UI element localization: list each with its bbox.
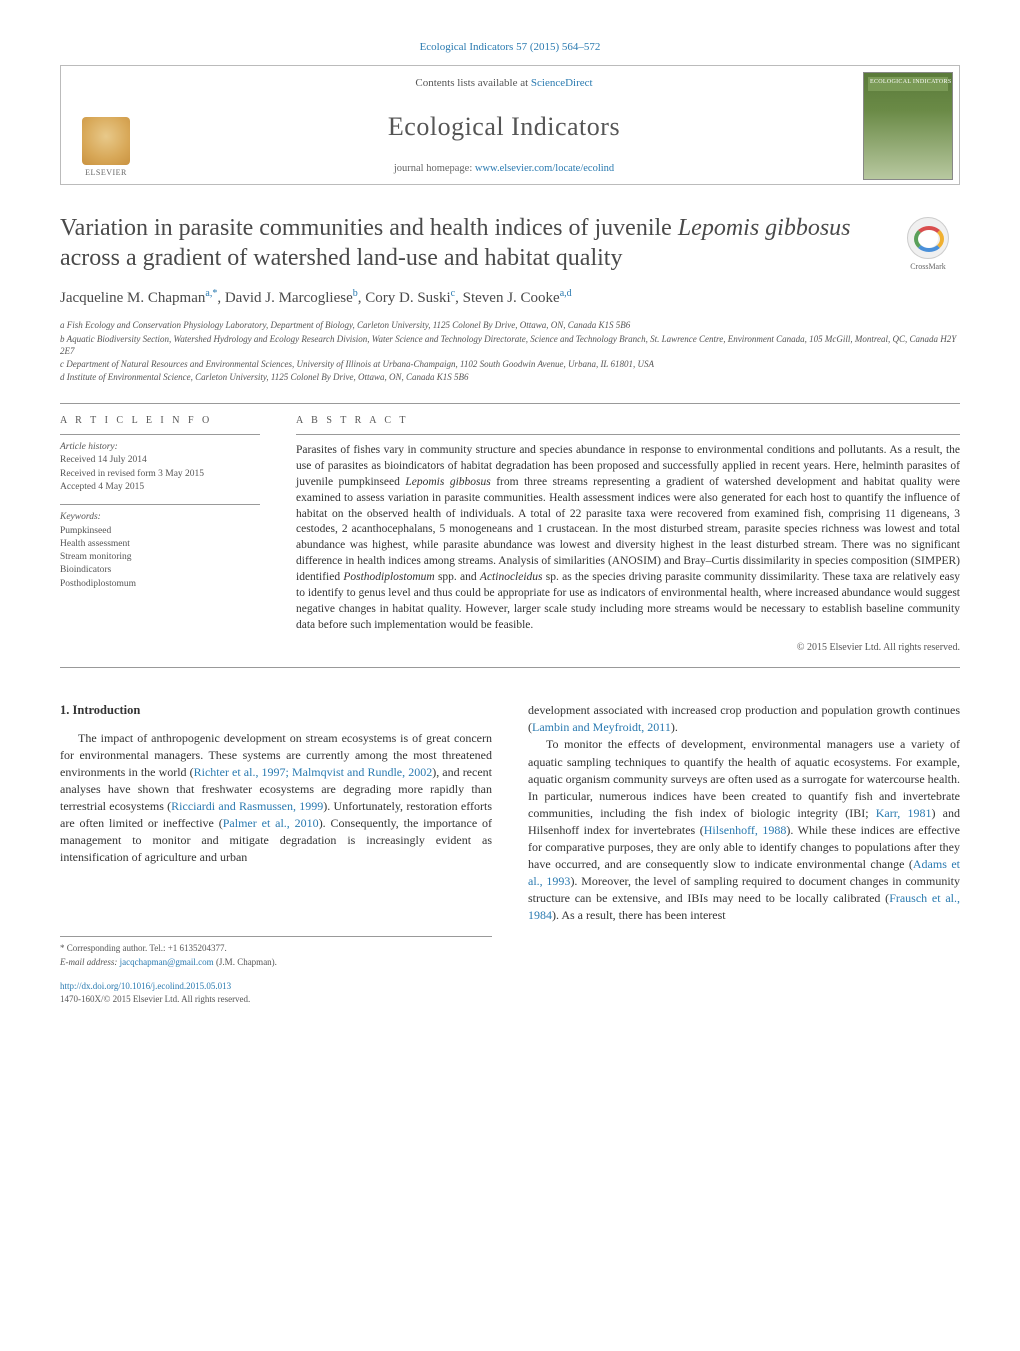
journal-cover-thumbnail[interactable]: ECOLOGICAL INDICATORS: [863, 72, 953, 180]
history-revised: Received in revised form 3 May 2015: [60, 468, 260, 481]
email-label: E-mail address:: [60, 957, 117, 967]
issn-copyright-line: 1470-160X/© 2015 Elsevier Ltd. All right…: [60, 993, 960, 1006]
footnotes-block: * Corresponding author. Tel.: +1 6135204…: [60, 936, 492, 969]
sciencedirect-link[interactable]: ScienceDirect: [531, 77, 593, 89]
body-column-left: 1. Introduction The impact of anthropoge…: [60, 702, 492, 970]
keyword-1: Pumpkinseed: [60, 525, 260, 538]
article-info-heading: A R T I C L E I N F O: [60, 414, 260, 428]
separator-rule-top: [60, 403, 960, 404]
contents-lists-line: Contents lists available at ScienceDirec…: [415, 76, 592, 91]
body-two-column: 1. Introduction The impact of anthropoge…: [60, 702, 960, 970]
abstract-column: A B S T R A C T Parasites of fishes vary…: [296, 414, 960, 655]
journal-reference: Ecological Indicators 57 (2015) 564–572: [60, 40, 960, 55]
corresponding-author-note: * Corresponding author. Tel.: +1 6135204…: [60, 942, 492, 955]
homepage-prefix: journal homepage:: [394, 163, 475, 174]
separator-rule-bottom: [60, 667, 960, 668]
corresponding-email-link[interactable]: jacqchapman@gmail.com: [120, 957, 214, 967]
email-suffix: (J.M. Chapman).: [214, 957, 277, 967]
article-title: Variation in parasite communities and he…: [60, 213, 876, 273]
crossmark-swoosh-icon: [914, 226, 944, 252]
keywords-block: Keywords: Pumpkinseed Health assessment …: [60, 511, 260, 591]
history-accepted: Accepted 4 May 2015: [60, 481, 260, 494]
elsevier-label: ELSEVIER: [85, 167, 127, 178]
affiliation-a: a Fish Ecology and Conservation Physiolo…: [60, 319, 960, 331]
crossmark-label: CrossMark: [910, 261, 946, 272]
intro-paragraph-1: The impact of anthropogenic development …: [60, 730, 492, 866]
affiliation-c: c Department of Natural Resources and En…: [60, 358, 960, 370]
contents-prefix: Contents lists available at: [415, 77, 530, 89]
authors-line: Jacqueline M. Chapmana,*, David J. Marco…: [60, 287, 960, 309]
intro-paragraph-2: To monitor the effects of development, e…: [528, 736, 960, 923]
publisher-logo-cell: ELSEVIER: [61, 66, 151, 184]
article-info-column: A R T I C L E I N F O Article history: R…: [60, 414, 260, 655]
journal-homepage-link[interactable]: www.elsevier.com/locate/ecolind: [475, 163, 614, 174]
email-line: E-mail address: jacqchapman@gmail.com (J…: [60, 956, 492, 969]
affiliation-d: d Institute of Environmental Science, Ca…: [60, 371, 960, 383]
body-column-right: development associated with increased cr…: [528, 702, 960, 970]
abstract-rule: [296, 434, 960, 435]
keyword-3: Stream monitoring: [60, 551, 260, 564]
crossmark-badge[interactable]: CrossMark: [896, 217, 960, 272]
elsevier-tree-icon: [82, 117, 130, 165]
abstract-heading: A B S T R A C T: [296, 414, 960, 428]
masthead: ELSEVIER Contents lists available at Sci…: [60, 65, 960, 185]
journal-cover-cell: ECOLOGICAL INDICATORS: [857, 66, 959, 184]
masthead-center: Contents lists available at ScienceDirec…: [151, 66, 857, 184]
keyword-5: Posthodiplostomum: [60, 578, 260, 591]
journal-name: Ecological Indicators: [388, 109, 620, 145]
info-rule-2: [60, 504, 260, 505]
crossmark-icon: [907, 217, 949, 259]
history-received: Received 14 July 2014: [60, 454, 260, 467]
info-rule: [60, 434, 260, 435]
footer-identifiers: http://dx.doi.org/10.1016/j.ecolind.2015…: [60, 980, 960, 1005]
journal-cover-label: ECOLOGICAL INDICATORS: [870, 78, 951, 86]
keywords-head: Keywords:: [60, 511, 260, 524]
keyword-4: Bioindicators: [60, 564, 260, 577]
keyword-2: Health assessment: [60, 538, 260, 551]
abstract-copyright: © 2015 Elsevier Ltd. All rights reserved…: [296, 641, 960, 655]
doi-link[interactable]: http://dx.doi.org/10.1016/j.ecolind.2015…: [60, 981, 231, 991]
article-history-head: Article history:: [60, 441, 260, 454]
journal-homepage-line: journal homepage: www.elsevier.com/locat…: [394, 162, 614, 177]
elsevier-logo[interactable]: ELSEVIER: [82, 117, 130, 178]
article-history-block: Article history: Received 14 July 2014 R…: [60, 441, 260, 494]
affiliation-b: b Aquatic Biodiversity Section, Watershe…: [60, 333, 960, 357]
intro-paragraph-1-cont: development associated with increased cr…: [528, 702, 960, 736]
abstract-text: Parasites of fishes vary in community st…: [296, 443, 960, 633]
affiliations-block: a Fish Ecology and Conservation Physiolo…: [60, 319, 960, 383]
section-1-heading: 1. Introduction: [60, 702, 492, 720]
